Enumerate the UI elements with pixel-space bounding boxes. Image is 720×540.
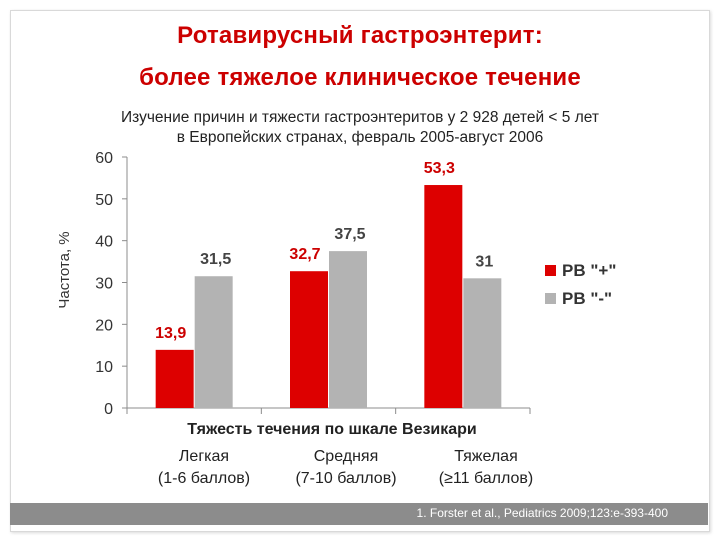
legend-swatch	[545, 293, 556, 304]
footnote-text: 1. Forster et al., Pediatrics 2009;123:e…	[416, 506, 668, 520]
slide-title-line1: Ротавирусный гастроэнтерит:	[177, 22, 543, 49]
x-axis-title: Тяжесть течения по шкале Везикари	[187, 421, 477, 438]
data-label: 31	[475, 253, 493, 270]
category-label: (1-6 баллов)	[158, 470, 250, 487]
data-label: 13,9	[155, 325, 186, 342]
slide-subtitle-line1: Изучение причин и тяжести гастроэнтерито…	[121, 109, 599, 126]
data-label: 53,3	[424, 160, 455, 177]
slide-title-line2: более тяжелое клиническое течение	[139, 64, 581, 91]
y-tick-label: 50	[95, 192, 113, 209]
bar-rv-negative	[463, 278, 502, 408]
y-tick-label: 40	[95, 234, 113, 251]
category-label: (7-10 баллов)	[295, 470, 396, 487]
legend-label: РВ "+"	[562, 261, 616, 280]
bar-rv-negative	[329, 251, 367, 408]
slide-subtitle-line2: в Европейских странах, февраль 2005-авгу…	[176, 129, 544, 146]
category-label: Тяжелая	[454, 448, 518, 465]
category-label: Средняя	[314, 448, 379, 465]
legend-label: РВ "-"	[562, 289, 612, 308]
data-label: 32,7	[289, 246, 320, 263]
data-label: 31,5	[200, 251, 231, 268]
bar-rv-positive	[424, 185, 463, 408]
y-tick-label: 10	[95, 359, 113, 376]
y-tick-label: 20	[95, 317, 113, 334]
bar-rv-negative	[194, 276, 233, 408]
bar-rv-positive	[155, 349, 194, 408]
category-label: Легкая	[179, 448, 229, 465]
category-label: (≥11 баллов)	[439, 470, 533, 487]
y-tick-label: 0	[104, 401, 113, 418]
legend-swatch	[545, 265, 556, 276]
footer-bar: 1. Forster et al., Pediatrics 2009;123:e…	[10, 503, 708, 525]
bar-rv-positive	[290, 271, 328, 408]
y-tick-label: 60	[95, 150, 113, 167]
y-axis-label: Частота, %	[56, 231, 73, 308]
y-tick-label: 30	[95, 276, 113, 293]
data-label: 37,5	[334, 226, 365, 243]
